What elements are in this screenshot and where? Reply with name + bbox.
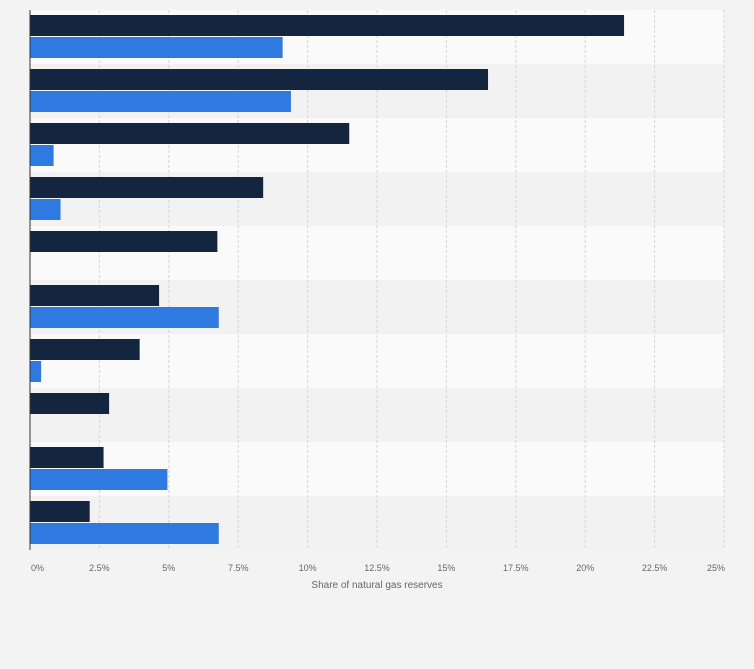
- bar-series-1: [30, 501, 90, 522]
- bar-series-2: [30, 361, 42, 382]
- x-tick-label: 20%: [576, 563, 594, 573]
- x-tick-label: 0%: [31, 563, 44, 573]
- x-tick-label: 15%: [437, 563, 455, 573]
- x-tick-label: 25%: [707, 563, 725, 573]
- x-tick-label: 12.5%: [364, 563, 390, 573]
- bar-series-1: [30, 123, 350, 144]
- bar-series-1: [30, 15, 625, 36]
- bar-series-1: [30, 231, 218, 252]
- bar-series-1: [30, 69, 489, 90]
- x-tick-label: 22.5%: [642, 563, 668, 573]
- bar-series-1: [30, 285, 160, 306]
- bars: [30, 15, 625, 544]
- bar-series-1: [30, 177, 264, 198]
- x-tick-label: 17.5%: [503, 563, 529, 573]
- bar-series-1: [30, 447, 104, 468]
- x-tick-label: 7.5%: [228, 563, 249, 573]
- x-tick-label: 10%: [299, 563, 317, 573]
- bar-series-2: [30, 469, 168, 490]
- bar-series-2: [30, 91, 291, 112]
- x-tick-label: 2.5%: [89, 563, 110, 573]
- bar-series-1: [30, 393, 110, 414]
- bar-series-2: [30, 145, 54, 166]
- bar-series-2: [30, 37, 283, 58]
- x-tick-label: 5%: [162, 563, 175, 573]
- bar-series-1: [30, 339, 140, 360]
- bar-series-2: [30, 307, 219, 328]
- x-axis-title: Share of natural gas reserves: [311, 580, 442, 591]
- bar-series-2: [30, 523, 219, 544]
- x-axis-ticks: 0% 2.5% 5% 7.5% 10% 12.5% 15% 17.5% 20% 22.5% 25%: [31, 563, 725, 573]
- bar-series-2: [30, 199, 61, 220]
